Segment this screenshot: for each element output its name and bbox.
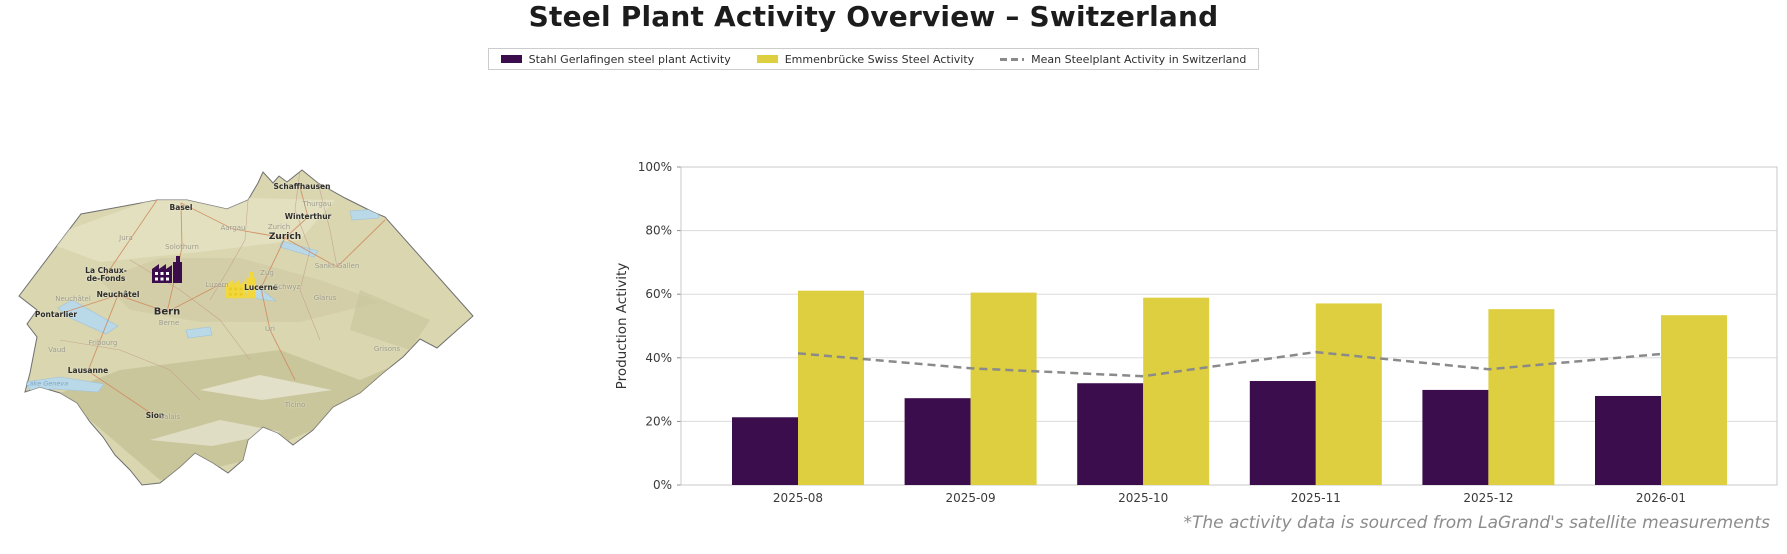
bar-emmenbruecke-2025-11 (1315, 303, 1382, 485)
svg-text:2025-12: 2025-12 (1463, 491, 1513, 505)
switzerland-map: Basel Schaffhausen Winterthur Zurich Luc… (0, 140, 490, 500)
lake-neuchatel (57, 299, 119, 335)
svg-text:2025-09: 2025-09 (946, 491, 996, 505)
legend-item-mean: Mean Steelplant Activity in Switzerland (1000, 53, 1246, 66)
factory-icon-gerlafingen (152, 256, 182, 283)
gerlafingen-swatch (500, 55, 522, 63)
lake-zurich (279, 240, 319, 258)
page-title: Steel Plant Activity Overview – Switzerl… (528, 0, 1219, 33)
source-footnote: *The activity data is sourced from LaGra… (1183, 513, 1770, 533)
legend-item-gerlafingen: Stahl Gerlafingen steel plant Activity (500, 52, 731, 66)
bar-gerlafingen-2025-12 (1422, 389, 1489, 485)
legend-item-emmenbruecke: Emmenbrücke Swiss Steel Activity (756, 52, 975, 66)
svg-text:2025-11: 2025-11 (1291, 491, 1341, 505)
bar-gerlafingen-2025-09 (904, 398, 971, 485)
switzerland-map-graphic (18, 169, 474, 486)
lake-thun (185, 326, 213, 339)
svg-text:60%: 60% (645, 287, 672, 301)
svg-text:40%: 40% (645, 351, 672, 365)
bar-emmenbruecke-2025-08 (798, 290, 864, 485)
bar-gerlafingen-2025-08 (732, 417, 798, 485)
svg-text:20%: 20% (645, 414, 672, 428)
bar-gerlafingen-2025-10 (1077, 383, 1144, 485)
factory-icon-emmenbruecke (226, 272, 256, 299)
lake-constance (349, 208, 380, 221)
bar-emmenbruecke-2025-12 (1488, 309, 1555, 485)
legend-label: Emmenbrücke Swiss Steel Activity (784, 52, 975, 66)
bar-emmenbruecke-2026-01 (1661, 315, 1727, 485)
mean-dashed-line-swatch (1000, 57, 1025, 61)
legend-label: Mean Steelplant Activity in Switzerland (1031, 52, 1247, 66)
chart-legend: Stahl Gerlafingen steel plant Activity E… (487, 48, 1260, 70)
bar-chart-canvas: 0% 20% 40% 60% 80% 100% 2025-08 2025-09 2025-10 2… (614, 160, 1778, 505)
svg-text:2025-08: 2025-08 (773, 491, 823, 505)
bar-emmenbruecke-2025-09 (970, 292, 1037, 485)
svg-text:100%: 100% (638, 160, 672, 174)
svg-text:0%: 0% (653, 478, 672, 492)
mean-activity-line (797, 350, 1662, 378)
activity-bar-chart: 0% 20% 40% 60% 80% 100% 2025-08 2025-09 2025-10 2… (530, 140, 1787, 510)
legend-label: Stahl Gerlafingen steel plant Activity (528, 52, 731, 66)
bar-gerlafingen-2026-01 (1595, 395, 1661, 485)
legend-wrap: Stahl Gerlafingen steel plant Activity E… (0, 48, 1747, 70)
emmenbruecke-swatch (756, 55, 778, 63)
svg-text:2025-10: 2025-10 (1118, 491, 1168, 505)
bar-emmenbruecke-2025-10 (1143, 297, 1210, 485)
bar-gerlafingen-2025-11 (1249, 381, 1316, 485)
svg-text:Production Activity: Production Activity (614, 263, 630, 390)
svg-text:80%: 80% (645, 224, 672, 238)
lake-geneva (24, 376, 105, 393)
svg-text:2026-01: 2026-01 (1636, 491, 1686, 505)
